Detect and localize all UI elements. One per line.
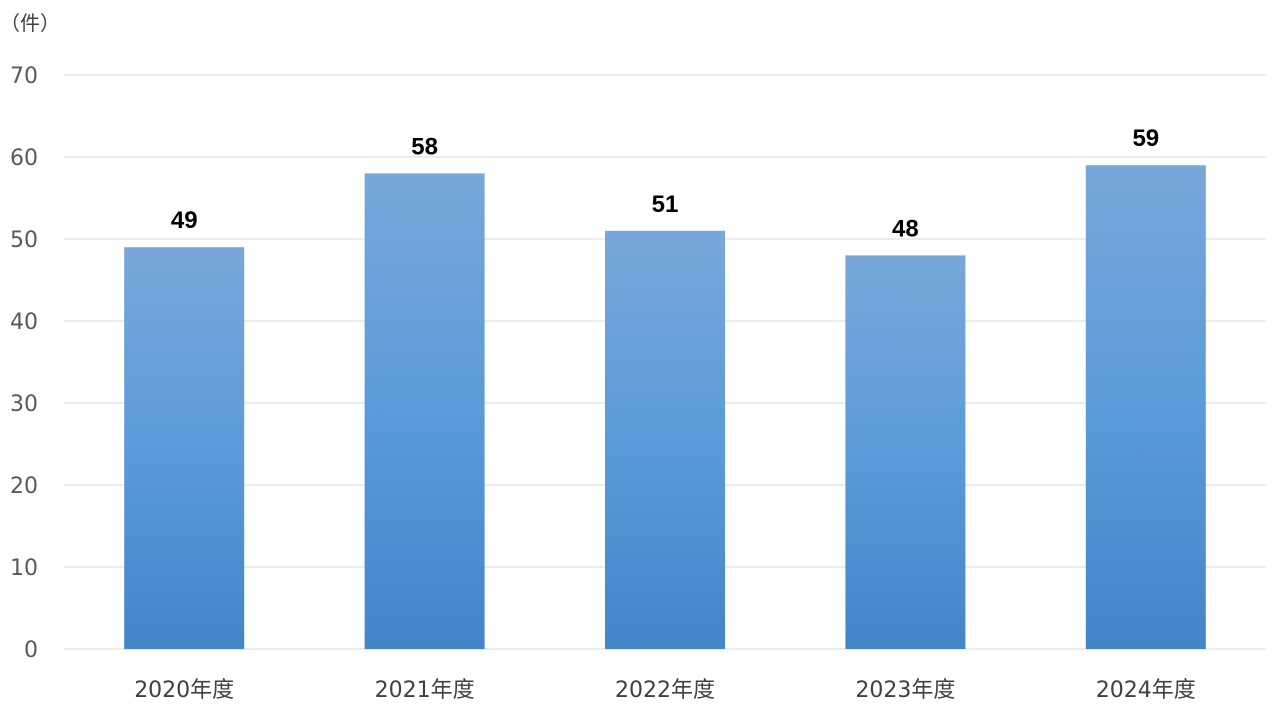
data-label-2023年度: 48 <box>892 215 919 242</box>
bar-2021年度 <box>364 173 485 649</box>
x-tick-label-2020年度: 2020年度 <box>134 678 234 703</box>
bar-2020年度 <box>124 247 245 649</box>
y-tick-label-70: 70 <box>10 64 38 89</box>
data-label-2024年度: 59 <box>1132 125 1159 152</box>
x-axis-categories: 2020年度 2021年度 2022年度 2023年度 2024年度 <box>134 678 1196 703</box>
data-label-2021年度: 58 <box>411 133 438 160</box>
y-tick-label-10: 10 <box>10 556 38 581</box>
bar-2023年度 <box>845 255 966 649</box>
y-axis-ticks: 0 10 20 30 40 50 60 70 <box>10 64 38 663</box>
bar-2024年度 <box>1085 165 1206 649</box>
bars <box>124 165 1206 650</box>
y-unit-label: （件） <box>0 11 60 35</box>
data-labels: 49 58 51 48 59 <box>171 125 1159 242</box>
bar-2022年度 <box>605 230 725 650</box>
x-tick-label-2023年度: 2023年度 <box>855 678 955 703</box>
y-tick-label-60: 60 <box>10 146 38 171</box>
x-tick-label-2022年度: 2022年度 <box>615 678 715 703</box>
x-tick-label-2024年度: 2024年度 <box>1096 678 1196 703</box>
y-tick-label-30: 30 <box>10 392 38 417</box>
data-label-2020年度: 49 <box>171 207 198 234</box>
y-tick-label-40: 40 <box>10 310 38 335</box>
data-label-2022年度: 51 <box>652 191 679 218</box>
x-tick-label-2021年度: 2021年度 <box>375 678 475 703</box>
y-tick-label-0: 0 <box>24 638 38 663</box>
y-tick-label-20: 20 <box>10 474 38 499</box>
y-tick-label-50: 50 <box>10 228 38 253</box>
